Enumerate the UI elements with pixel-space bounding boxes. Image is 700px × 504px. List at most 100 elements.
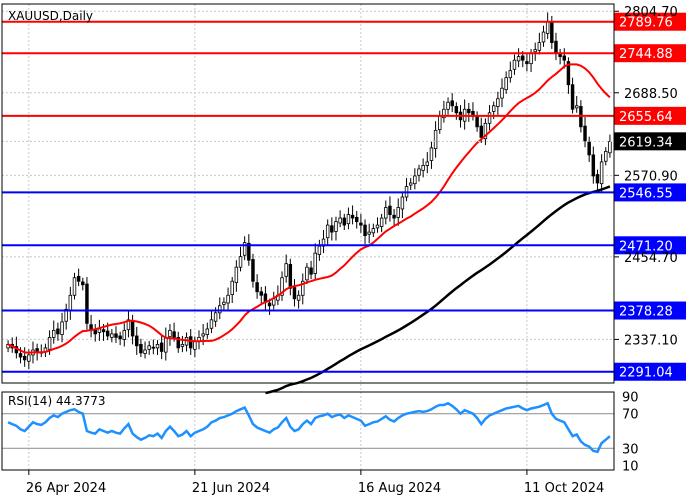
date-tick-label: 26 Apr 2024	[26, 481, 106, 496]
candle	[429, 141, 434, 169]
candle-body	[81, 281, 85, 286]
candle-body	[330, 225, 334, 233]
candle-body	[425, 161, 430, 166]
candle-body	[355, 216, 359, 222]
candle-body	[442, 108, 446, 119]
candle-body	[413, 175, 417, 185]
candle	[475, 111, 479, 132]
candle-body	[508, 70, 513, 79]
date-tick-label: 21 Jun 2024	[192, 481, 270, 496]
resistance-label-0: 2789.76	[619, 16, 673, 31]
sma-20-path	[7, 63, 611, 354]
candle	[259, 286, 263, 303]
candle-body	[296, 294, 301, 301]
candle	[135, 326, 139, 355]
candle-body	[325, 224, 330, 239]
candle	[22, 347, 27, 367]
candle	[64, 303, 68, 330]
candle-body	[60, 321, 64, 335]
candle	[379, 213, 384, 233]
candle	[467, 102, 471, 122]
candle-body	[188, 336, 193, 349]
candle	[512, 54, 517, 75]
symbol-label: XAUUSD,Daily	[8, 9, 93, 23]
date-tick-label: 11 Oct 2024	[524, 481, 604, 496]
candle-body	[533, 49, 537, 53]
candle-body	[56, 328, 60, 335]
current-price-label-bg	[614, 132, 686, 151]
candle-body	[566, 61, 571, 86]
candle	[334, 216, 338, 241]
candle-body	[309, 267, 313, 275]
candle	[151, 339, 156, 355]
candle	[583, 116, 587, 148]
candle-body	[367, 231, 371, 235]
candle-body	[545, 21, 550, 34]
candle-body	[417, 168, 421, 176]
candle-body	[388, 205, 392, 215]
candle-body	[238, 256, 243, 268]
candle-body	[429, 147, 434, 161]
rsi-label: RSI(14) 44.3773	[8, 394, 106, 408]
candle-body	[76, 275, 81, 282]
candle-body	[118, 335, 122, 340]
candle-body	[334, 221, 338, 232]
candle	[355, 211, 359, 229]
candle	[388, 196, 392, 222]
candle	[218, 297, 222, 320]
candle-body	[338, 217, 342, 224]
candle	[433, 121, 438, 158]
candle	[6, 340, 10, 353]
candle-body	[201, 333, 205, 337]
candle-body	[591, 154, 596, 177]
candle	[425, 152, 430, 174]
price-tick-label: 2454.70	[624, 251, 678, 266]
resistance-label-bg-0	[614, 12, 686, 31]
candle-body	[114, 333, 118, 338]
candle	[346, 207, 351, 230]
candle-body	[574, 105, 579, 109]
candle	[242, 236, 247, 261]
price-tick-label: 2804.70	[624, 5, 678, 20]
candle-body	[421, 165, 425, 171]
candle-body	[267, 302, 272, 307]
candle	[359, 213, 363, 233]
candle-body	[379, 217, 384, 227]
candle	[143, 341, 147, 359]
candle	[255, 274, 259, 299]
candle-body	[558, 53, 562, 58]
candle	[56, 322, 60, 341]
candle	[226, 287, 230, 311]
candle-body	[6, 343, 10, 349]
candle-body	[209, 319, 214, 329]
candle-body	[516, 56, 521, 62]
candle	[85, 277, 89, 330]
candle	[566, 57, 571, 94]
candle-body	[554, 40, 558, 54]
candle	[280, 271, 284, 301]
candle-body	[85, 283, 89, 324]
candle	[537, 32, 542, 55]
candle	[168, 324, 172, 346]
price-tick-label: 2688.50	[624, 87, 678, 102]
support-label-3: 2291.04	[619, 366, 673, 381]
candle-body	[180, 343, 185, 347]
candle-body	[213, 312, 218, 322]
candle-body	[52, 329, 56, 338]
candle	[110, 328, 114, 343]
candle-body	[122, 329, 127, 340]
candle-body	[22, 355, 27, 361]
candle-body	[164, 336, 168, 353]
candle	[450, 93, 454, 113]
candle-body	[467, 108, 471, 114]
candle-body	[259, 291, 263, 296]
candle	[604, 147, 608, 166]
candle	[93, 324, 97, 342]
candle	[114, 326, 118, 343]
candle-body	[500, 87, 504, 99]
candle	[305, 262, 309, 285]
candle	[595, 169, 600, 192]
candle	[375, 217, 380, 233]
candle-body	[301, 280, 305, 296]
